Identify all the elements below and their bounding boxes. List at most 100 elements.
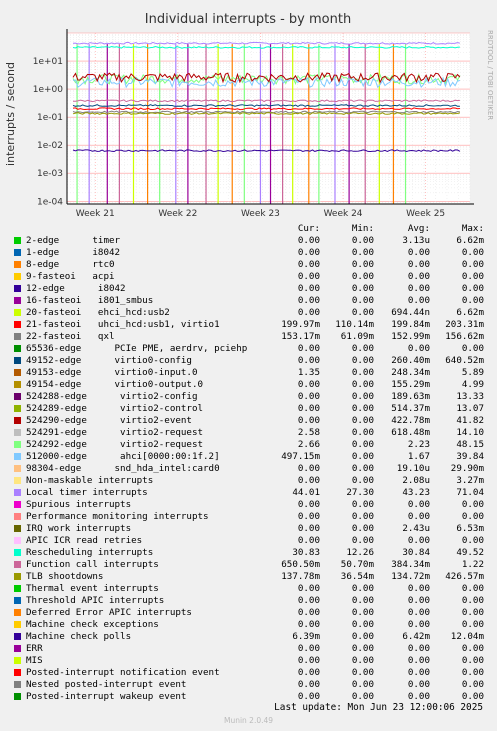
- legend-min: 0.00: [351, 283, 374, 294]
- legend-swatch: [14, 549, 21, 556]
- legend-swatch: [14, 489, 21, 496]
- legend-label: IRQ work interrupts: [26, 523, 132, 534]
- y-tick-label: 1e-04: [37, 197, 63, 207]
- legend-row: 49153-edge virtio0-input.0 1.35 0.00 248.34…: [14, 367, 494, 379]
- legend-max: 6.62m: [456, 235, 484, 246]
- legend-cur: 0.00: [297, 247, 320, 258]
- y-tick-label: 1e-03: [37, 169, 63, 179]
- legend-max: 156.62m: [445, 331, 484, 342]
- legend-max: 203.31m: [445, 319, 484, 330]
- legend-swatch: [14, 573, 21, 580]
- legend-avg: 0.00: [407, 595, 430, 606]
- legend-cur: 0.00: [297, 607, 320, 618]
- legend-min: 0.00: [351, 511, 374, 522]
- legend-label: Deferred Error APIC interrupts: [26, 607, 192, 618]
- legend-row: 524289-edge virtio2-control 0.00 0.00 514.3…: [14, 403, 494, 415]
- legend-avg: 384.34m: [391, 559, 430, 570]
- legend-min: 0.00: [351, 595, 374, 606]
- axes: Week 21 Week 22 Week 23 Week 24 Week 25 1e+01…: [33, 29, 474, 219]
- legend-cur: 30.83: [292, 547, 320, 558]
- legend-max: 4.99: [461, 379, 484, 390]
- legend-max: 0.00: [461, 283, 484, 294]
- legend-row: 12-edge i8042 0.00 0.00 0.00 0.00: [14, 283, 494, 295]
- x-tick-label: Week 25: [406, 209, 445, 219]
- legend-avg: 30.84: [402, 547, 430, 558]
- legend-label: ERR: [26, 643, 43, 654]
- legend-row: Spurious interrupts 0.00 0.00 0.00 0.00: [14, 499, 494, 511]
- legend-row: 524288-edge virtio2-config 0.00 0.00 189.63…: [14, 391, 494, 403]
- legend-avg: 0.00: [407, 607, 430, 618]
- legend-min: 0.00: [351, 523, 374, 534]
- legend-avg: 0.00: [407, 499, 430, 510]
- y-tick-label: 1e-01: [37, 113, 63, 123]
- legend-row: 21-fasteoi uhci_hcd:usb1, virtio1 199.97m…: [14, 319, 494, 331]
- legend-max: 0.00: [461, 499, 484, 510]
- legend-label: Thermal event interrupts: [26, 583, 159, 594]
- grid: [66, 32, 471, 205]
- series-line: [72, 107, 460, 111]
- y-tick-label: 1e+00: [33, 85, 64, 95]
- legend-min: 61.09m: [340, 331, 374, 342]
- legend-avg: 0.00: [407, 259, 430, 270]
- legend-avg: 2.43u: [402, 523, 430, 534]
- legend-cur: 0.00: [297, 643, 320, 654]
- legend-swatch: [14, 429, 21, 436]
- legend-label: 1-edge i8042: [26, 247, 121, 258]
- series-line: [73, 99, 460, 103]
- legend-min: 0.00: [351, 667, 374, 678]
- legend-label: 8-edge rtc0: [26, 259, 115, 270]
- legend-max: 13.07: [456, 403, 484, 414]
- legend-cur: 650.50m: [281, 559, 320, 570]
- chart-title: Individual interrupts - by month: [145, 12, 351, 27]
- series-group: [72, 41, 461, 204]
- legend-swatch: [14, 561, 21, 568]
- legend-row: Threshold APIC interrupts 0.00 0.00 0.00 0.0…: [14, 595, 494, 607]
- legend-label: 524292-edge virtio2-request: [26, 439, 204, 450]
- legend-row: Posted-interrupt wakeup event 0.00 0.00 0.0…: [14, 691, 494, 703]
- legend-swatch: [14, 453, 21, 460]
- series-line: [72, 112, 461, 116]
- legend-max: 0.00: [461, 655, 484, 666]
- legend-label: 9-fasteoi acpi: [26, 271, 115, 282]
- legend-max: 6.53m: [456, 523, 484, 534]
- legend-max: 0.00: [461, 247, 484, 258]
- legend-min: 0.00: [351, 271, 374, 282]
- legend-avg: 0.00: [407, 247, 430, 258]
- legend-cur: 1.35: [297, 367, 320, 378]
- y-tick-label: 1e-02: [37, 141, 63, 151]
- legend-label: 16-fasteoi i801_smbus: [26, 295, 154, 306]
- legend-label: 98304-edge snd_hda_intel:card0: [26, 463, 220, 474]
- legend-min: 0.00: [351, 355, 374, 366]
- legend: Cur: Min: Avg: Max: 2-edge timer 0.00 0.00…: [14, 223, 494, 703]
- legend-cur: 0.00: [297, 343, 320, 354]
- munin-version: Munin 2.0.49: [223, 716, 274, 725]
- legend-label: Nested posted-interrupt event: [26, 679, 187, 690]
- legend-cur: 0.00: [297, 307, 320, 318]
- legend-swatch: [14, 657, 21, 664]
- legend-swatch: [14, 417, 21, 424]
- legend-cur: 2.58: [297, 427, 320, 438]
- legend-row: Thermal event interrupts 0.00 0.00 0.00 0.00: [14, 583, 494, 595]
- legend-min: 0.00: [351, 427, 374, 438]
- legend-label: 512000-edge ahci[0000:00:1f.2]: [26, 451, 220, 462]
- legend-row: 524292-edge virtio2-request 2.66 0.00 2.23 4…: [14, 439, 494, 451]
- legend-row: 524291-edge virtio2-request 2.58 0.00 618.4…: [14, 427, 494, 439]
- legend-cur: 0.00: [297, 619, 320, 630]
- legend-swatch: [14, 261, 21, 268]
- legend-cur: 199.97m: [281, 319, 320, 330]
- legend-swatch: [14, 585, 21, 592]
- legend-swatch: [14, 369, 21, 376]
- legend-cur: 0.00: [297, 235, 320, 246]
- legend-swatch: [14, 537, 21, 544]
- legend-swatch: [14, 333, 21, 340]
- legend-cur: 0.00: [297, 499, 320, 510]
- legend-swatch: [14, 525, 21, 532]
- legend-row: IRQ work interrupts 0.00 0.00 2.43u 6.53m: [14, 523, 494, 535]
- legend-swatch: [14, 345, 21, 352]
- legend-avg: 2.23: [407, 439, 430, 450]
- legend-label: Function call interrupts: [26, 559, 159, 570]
- legend-avg: 1.67: [407, 451, 430, 462]
- legend-swatch: [14, 309, 21, 316]
- legend-swatch: [14, 297, 21, 304]
- legend-max: 0.00: [461, 643, 484, 654]
